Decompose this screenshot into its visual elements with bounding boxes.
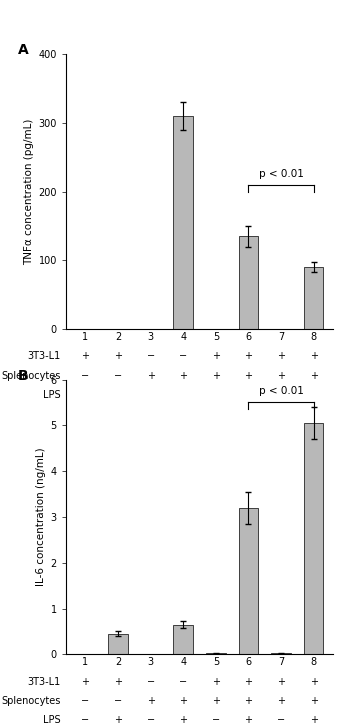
Text: +: + — [244, 677, 252, 687]
Text: +: + — [179, 371, 187, 381]
Text: +: + — [244, 715, 252, 723]
Text: +: + — [310, 696, 318, 706]
Text: p < 0.01: p < 0.01 — [259, 169, 303, 179]
Text: −: − — [82, 371, 90, 381]
Text: −: − — [212, 715, 220, 723]
Text: +: + — [147, 696, 155, 706]
Bar — [108, 633, 128, 654]
Text: LPS: LPS — [43, 715, 61, 723]
Text: −: − — [146, 715, 155, 723]
Bar — [239, 236, 258, 329]
Y-axis label: TNFα concentration (pg/mL): TNFα concentration (pg/mL) — [24, 119, 34, 265]
Text: A: A — [18, 43, 28, 57]
Text: +: + — [179, 696, 187, 706]
Text: +: + — [310, 351, 318, 362]
Text: +: + — [277, 371, 285, 381]
Text: −: − — [114, 371, 122, 381]
Text: +: + — [310, 715, 318, 723]
Text: +: + — [114, 351, 122, 362]
Text: 3T3-L1: 3T3-L1 — [28, 351, 61, 362]
Bar — [174, 625, 193, 654]
Text: +: + — [82, 677, 90, 687]
Text: Co-culture: Co-culture — [239, 453, 290, 463]
Text: +: + — [114, 715, 122, 723]
Bar — [239, 508, 258, 654]
Text: −: − — [82, 390, 90, 400]
Text: +: + — [114, 390, 122, 400]
Text: B: B — [18, 369, 28, 382]
Text: p < 0.01: p < 0.01 — [259, 385, 303, 395]
Text: −: − — [212, 390, 220, 400]
Text: 3T3-L1: 3T3-L1 — [28, 677, 61, 687]
Text: +: + — [114, 677, 122, 687]
Text: −: − — [277, 390, 285, 400]
Text: +: + — [147, 371, 155, 381]
Text: Splenocytes: Splenocytes — [2, 371, 61, 381]
Text: +: + — [310, 371, 318, 381]
Text: +: + — [179, 390, 187, 400]
Text: +: + — [212, 696, 220, 706]
Text: −: − — [146, 390, 155, 400]
Text: LPS: LPS — [43, 390, 61, 400]
Text: −: − — [179, 677, 187, 687]
Bar — [304, 267, 323, 329]
Bar — [174, 116, 193, 329]
Text: +: + — [244, 351, 252, 362]
Text: No: No — [226, 420, 239, 430]
Text: Splenocytes: Splenocytes — [2, 696, 61, 706]
Text: −: − — [146, 351, 155, 362]
Text: −: − — [277, 715, 285, 723]
Text: contact: contact — [214, 435, 251, 445]
Text: +: + — [179, 715, 187, 723]
Text: +: + — [277, 351, 285, 362]
Text: +: + — [212, 371, 220, 381]
Text: +: + — [244, 696, 252, 706]
Text: +: + — [212, 351, 220, 362]
Text: +: + — [244, 371, 252, 381]
Text: +: + — [82, 351, 90, 362]
Text: −: − — [82, 696, 90, 706]
Text: +: + — [310, 677, 318, 687]
Text: −: − — [82, 715, 90, 723]
Text: −: − — [114, 696, 122, 706]
Text: −: − — [146, 677, 155, 687]
Text: +: + — [277, 677, 285, 687]
Text: −: − — [179, 351, 187, 362]
Y-axis label: IL-6 concentration (ng/mL): IL-6 concentration (ng/mL) — [36, 448, 46, 586]
Bar — [304, 423, 323, 654]
Text: +: + — [212, 677, 220, 687]
Text: +: + — [277, 696, 285, 706]
Text: contact: contact — [279, 435, 315, 445]
Text: +: + — [310, 390, 318, 400]
Text: Direct: Direct — [282, 420, 312, 430]
Text: Individual culture: Individual culture — [92, 420, 177, 430]
Text: +: + — [244, 390, 252, 400]
